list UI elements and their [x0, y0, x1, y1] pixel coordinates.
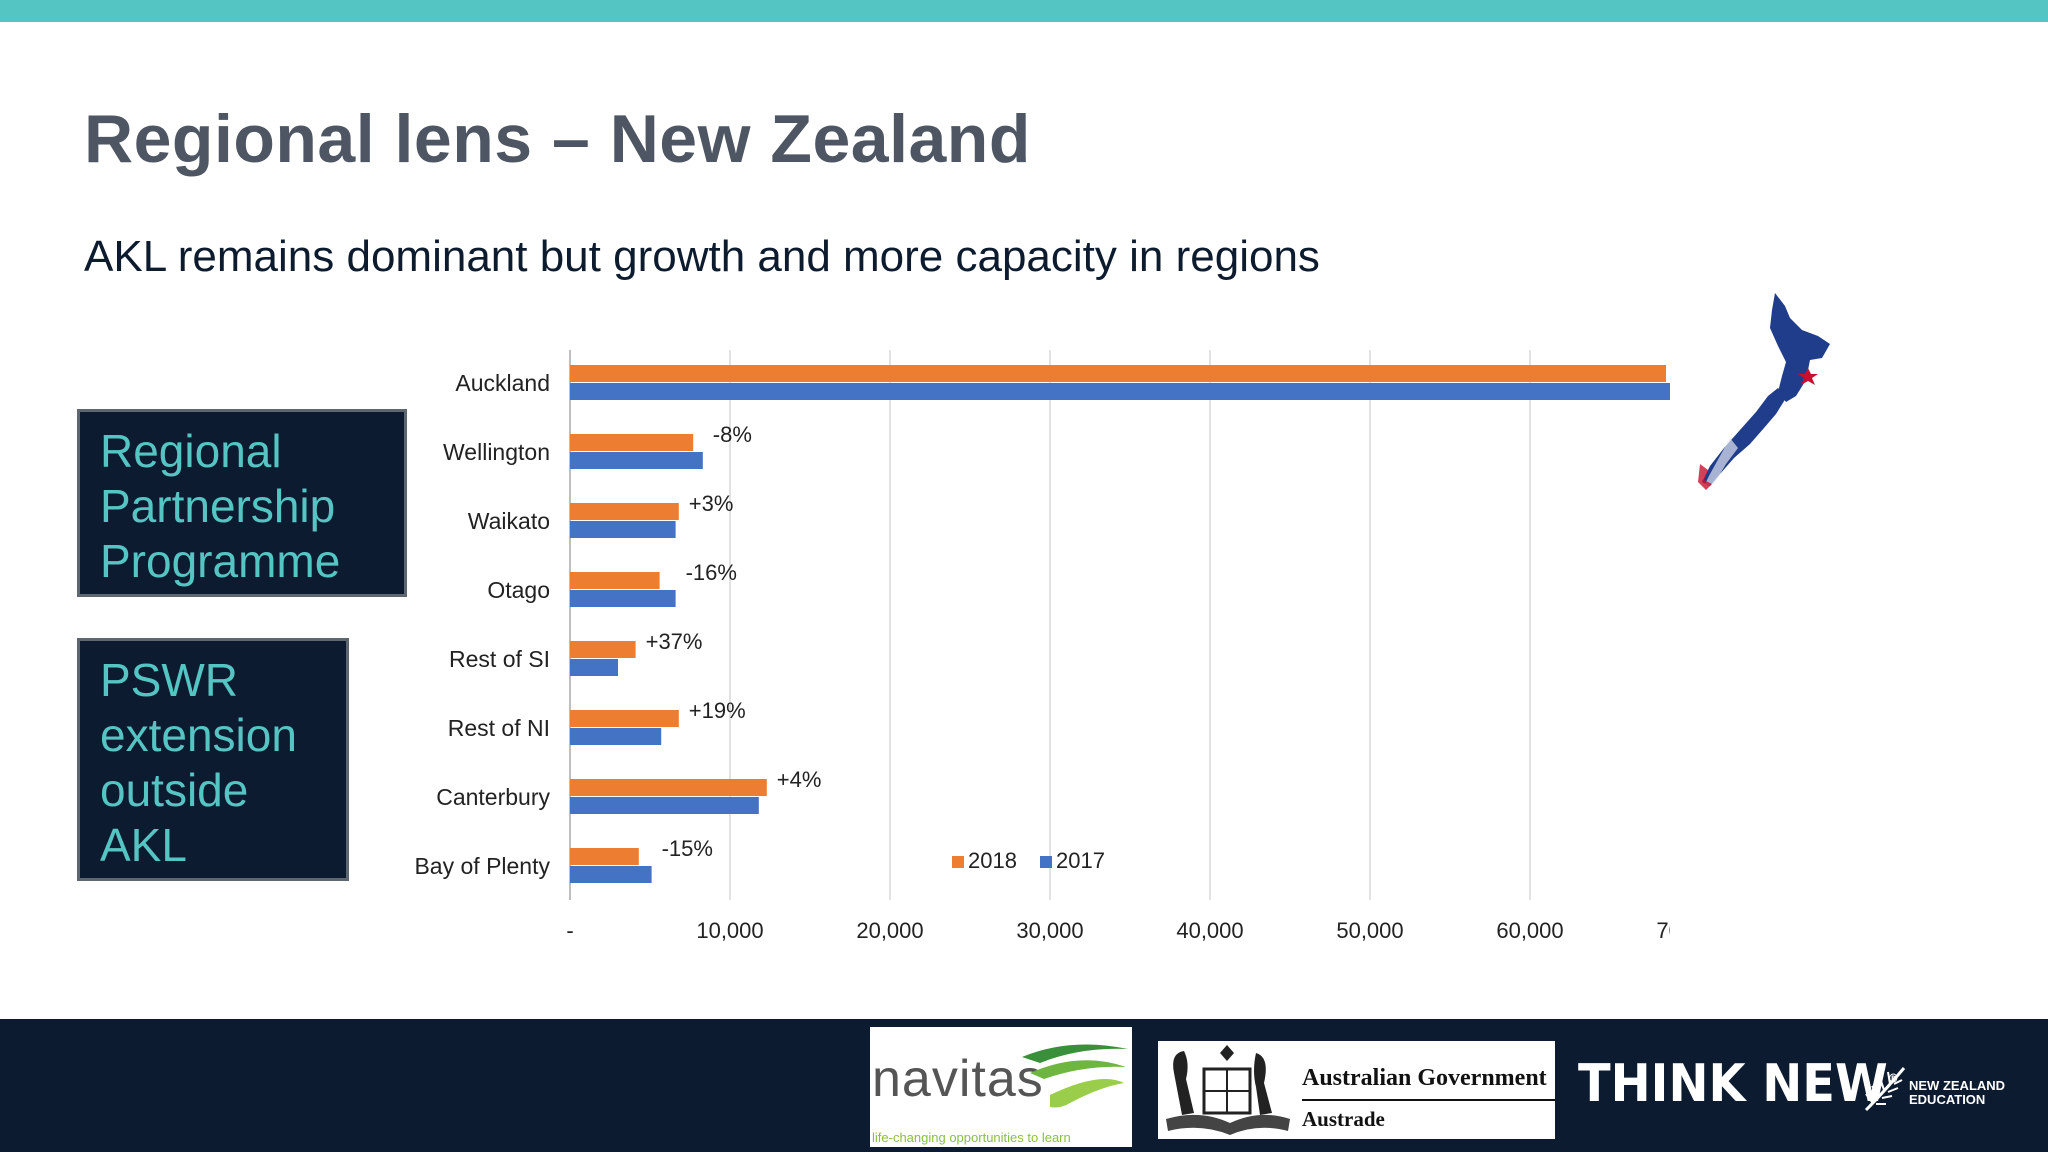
category-label: Bay of Plenty: [414, 853, 550, 879]
bar-2017: [570, 521, 676, 538]
data-label: +19%: [689, 698, 746, 723]
bar-2018: [570, 434, 694, 451]
bar-2018: [570, 365, 1666, 382]
silver-fern-icon: [1864, 1067, 1906, 1112]
bar-2017: [570, 659, 618, 676]
austrade-text: Austrade: [1302, 1107, 1385, 1131]
chart-legend: 2018 2017: [952, 848, 1105, 873]
legend-swatch: [1040, 856, 1052, 868]
chart-x-tick-labels: - 10,000 20,000 30,000 40,000 50,000 60,000 70,…: [566, 918, 1670, 943]
legend-label: 2018: [968, 848, 1017, 873]
austrade-divider: [1302, 1099, 1555, 1101]
x-tick-label: 30,000: [1016, 918, 1083, 943]
bar-chart: Auckland Wellington Waikato Otago Rest of SI…: [414, 350, 1670, 943]
data-label: -8%: [713, 422, 752, 447]
legend-label: 2017: [1056, 848, 1105, 873]
x-tick-label: 40,000: [1176, 918, 1243, 943]
x-tick-label: 70,000: [1656, 918, 1670, 943]
x-tick-label: 50,000: [1336, 918, 1403, 943]
bar-2017: [570, 797, 759, 814]
callout-regional-partnership: Regional Partnership Programme: [77, 409, 407, 597]
coat-of-arms-icon: [1166, 1045, 1290, 1135]
think-new-wordmark: THINK NEW: [1578, 1054, 1888, 1114]
bar-2018: [570, 779, 767, 796]
data-label: -16%: [686, 560, 737, 585]
x-tick-label: -: [566, 918, 573, 943]
think-new-logo: THINK NEW®: [1578, 1054, 1899, 1114]
bar-2017: [570, 383, 1670, 400]
slide-subtitle: AKL remains dominant but growth and more…: [84, 232, 1320, 281]
data-label: +3%: [689, 491, 734, 516]
chart-bars: [570, 365, 1670, 883]
category-label: Auckland: [455, 370, 550, 396]
bar-2018: [570, 848, 639, 865]
x-tick-label: 60,000: [1496, 918, 1563, 943]
chart-data-labels: -10%-8%+3%-16%+37%+19%+4%-15%: [646, 422, 822, 861]
nz-education-label: NEW ZEALAND EDUCATION: [1909, 1078, 2006, 1107]
bar-2017: [570, 866, 652, 883]
category-label: Waikato: [468, 508, 550, 534]
slide-title: Regional lens – New Zealand: [84, 101, 1031, 177]
navitas-tagline: life-changing opportunities to learn: [872, 1130, 1071, 1145]
bar-2018: [570, 641, 636, 658]
bar-2017: [570, 452, 703, 469]
navitas-wordmark: navitas: [872, 1050, 1044, 1108]
category-label: Canterbury: [436, 784, 550, 810]
data-label: -15%: [662, 836, 713, 861]
austrade-logo: Australian Government Austrade: [1158, 1041, 1555, 1139]
bar-2017: [570, 590, 676, 607]
chart-category-labels: Auckland Wellington Waikato Otago Rest of SI…: [414, 370, 550, 879]
top-accent-band: [0, 0, 2048, 22]
bar-2018: [570, 572, 660, 589]
callout-pswr-extension: PSWR extension outside AKL: [77, 638, 349, 881]
category-label: Rest of SI: [449, 646, 550, 672]
legend-swatch: [952, 856, 964, 868]
x-tick-label: 20,000: [856, 918, 923, 943]
data-label: +4%: [777, 767, 822, 792]
nz-map-icon: [1698, 293, 1830, 490]
data-label: +37%: [646, 629, 703, 654]
bar-2018: [570, 503, 679, 520]
austrade-government-text: Australian Government: [1302, 1065, 1547, 1091]
category-label: Rest of NI: [448, 715, 550, 741]
bar-2017: [570, 728, 662, 745]
x-tick-label: 10,000: [696, 918, 763, 943]
bar-2018: [570, 710, 679, 727]
category-label: Otago: [487, 577, 550, 603]
navitas-logo: navitas life-changing opportunities to l…: [870, 1027, 1132, 1147]
category-label: Wellington: [443, 439, 550, 465]
navitas-swoosh-icon: [1022, 1044, 1128, 1108]
